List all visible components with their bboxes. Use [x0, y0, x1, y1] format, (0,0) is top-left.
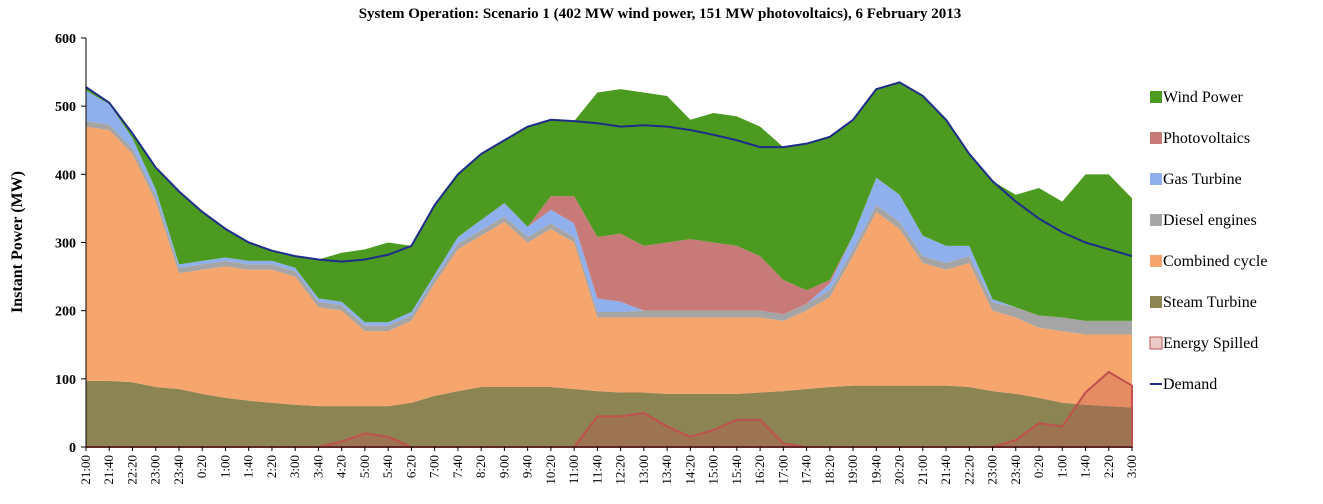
- x-tick-label: 16:20: [752, 455, 767, 485]
- stacked-area: [86, 121, 1132, 335]
- x-tick-label: 1:00: [1054, 455, 1069, 478]
- x-tick-label: 21:00: [915, 455, 930, 485]
- x-tick-label: 23:40: [171, 455, 186, 485]
- x-tick-label: 22:20: [124, 455, 139, 485]
- x-tick-label: 3:00: [1124, 455, 1139, 478]
- y-tick-label: 600: [55, 32, 76, 47]
- legend-swatch: [1150, 214, 1162, 226]
- x-tick-label: 6:20: [403, 455, 418, 478]
- legend-swatch: [1150, 173, 1162, 185]
- legend-label: Combined cycle: [1163, 253, 1267, 270]
- x-tick-label: 15:00: [706, 455, 721, 485]
- x-tick-label: 17:00: [775, 455, 790, 485]
- x-tick-label: 21:40: [101, 455, 116, 485]
- x-tick-label: 23:00: [985, 455, 1000, 485]
- y-tick-label: 500: [55, 100, 76, 115]
- legend-label: Gas Turbine: [1163, 171, 1242, 188]
- legend-swatch: [1150, 132, 1162, 144]
- x-tick-label: 2:20: [264, 455, 279, 478]
- x-tick-label: 0:20: [1031, 455, 1046, 478]
- x-tick-label: 3:40: [310, 455, 325, 478]
- x-tick-label: 20:20: [892, 455, 907, 485]
- legend-label: Demand: [1163, 376, 1217, 393]
- x-tick-label: 7:00: [427, 455, 442, 478]
- x-tick-label: 18:20: [822, 455, 837, 485]
- chart-title: System Operation: Scenario 1 (402 MW win…: [359, 6, 962, 22]
- x-tick-label: 12:20: [613, 455, 628, 485]
- x-tick-label: 21:40: [938, 455, 953, 485]
- legend-label: Steam Turbine: [1163, 294, 1257, 311]
- x-tick-label: 13:40: [659, 455, 674, 485]
- legend-swatch: [1150, 255, 1162, 267]
- x-tick-label: 23:40: [1008, 455, 1023, 485]
- x-tick-label: 8:20: [473, 455, 488, 478]
- y-tick-label: 0: [69, 441, 76, 456]
- legend-label: Diesel engines: [1163, 212, 1257, 229]
- x-tick-label: 3:00: [287, 455, 302, 478]
- x-tick-label: 0:20: [194, 455, 209, 478]
- x-tick-label: 10:20: [543, 455, 558, 485]
- stacked-area: [86, 380, 1132, 447]
- y-tick-label: 300: [55, 237, 76, 252]
- stacked-area: [86, 82, 1132, 323]
- x-tick-label: 11:40: [589, 455, 604, 484]
- legend: Wind Power Photovoltaics Gas Turbine Diesel…: [1149, 89, 1267, 393]
- y-axis-label: Instant Power (MW): [9, 171, 26, 313]
- x-tick-label: 19:00: [845, 455, 860, 485]
- legend-swatch: [1150, 91, 1162, 103]
- x-tick-label: 11:00: [566, 455, 581, 484]
- x-tick-label: 1:40: [1078, 455, 1093, 478]
- y-tick-label: 400: [55, 168, 76, 183]
- x-tick-label: 2:20: [1101, 455, 1116, 478]
- stacked-area: [86, 90, 1132, 323]
- x-tick-label: 14:20: [682, 455, 697, 485]
- x-tick-label: 7:40: [450, 455, 465, 478]
- x-tick-label: 17:40: [799, 455, 814, 485]
- y-tick-label: 200: [55, 305, 76, 320]
- y-tick-label: 100: [55, 373, 76, 388]
- legend-swatch: [1150, 296, 1162, 308]
- x-tick-label: 5:00: [357, 455, 372, 478]
- x-tick-label: 9:40: [520, 455, 535, 478]
- legend-swatch: [1149, 336, 1163, 350]
- x-tick-label: 4:20: [334, 455, 349, 478]
- x-tick-label: 9:00: [496, 455, 511, 478]
- x-tick-label: 23:00: [148, 455, 163, 485]
- legend-label: Energy Spilled: [1163, 335, 1258, 352]
- legend-label: Wind Power: [1163, 89, 1243, 106]
- demand-line: [85, 81, 1133, 263]
- x-tick-label: 19:40: [868, 455, 883, 485]
- stacked-area: [86, 126, 1132, 408]
- x-tick-label: 1:00: [217, 455, 232, 478]
- legend-label: Photovoltaics: [1163, 130, 1250, 147]
- x-tick-label: 5:40: [380, 455, 395, 478]
- plot-area: [85, 81, 1133, 448]
- x-tick-label: 22:20: [961, 455, 976, 485]
- x-tick-label: 21:00: [78, 455, 93, 485]
- x-tick-label: 15:40: [729, 455, 744, 485]
- x-tick-label: 1:40: [241, 455, 256, 478]
- x-tick-label: 13:00: [636, 455, 651, 485]
